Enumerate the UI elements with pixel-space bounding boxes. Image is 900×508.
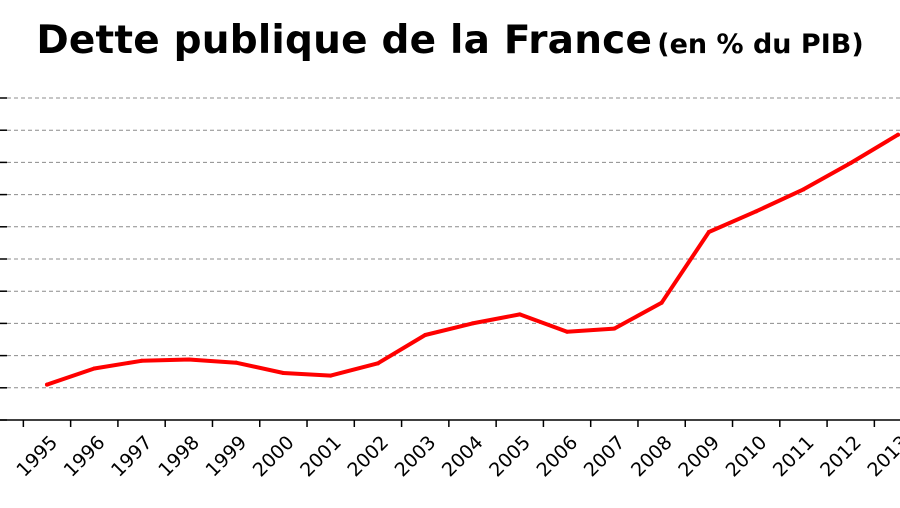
x-tick-label: 2003 [391,432,441,482]
data-point [565,329,570,334]
data-point [896,132,900,137]
data-point [470,321,475,326]
x-tick-label: 1996 [60,432,110,482]
x-tick-label: 1995 [12,432,62,482]
x-tick-label: 2009 [674,432,724,482]
x-tick-label: 2007 [580,432,630,482]
data-point [612,326,617,331]
data-point [801,187,806,192]
data-point [706,229,711,234]
x-tick-label: 1997 [107,432,157,482]
data-point [234,360,239,365]
data-point [328,373,333,378]
series-line [45,132,900,387]
x-tick-label: 2006 [532,432,582,482]
data-point [281,370,286,375]
x-tick-label: 2010 [722,432,772,482]
x-tick-label: 2001 [296,432,346,482]
x-tick-label: 2004 [438,432,488,482]
x-tick-label: 2002 [343,432,393,482]
x-tick-label: 2005 [485,432,535,482]
data-point [517,312,522,317]
data-point [754,209,759,214]
x-tick-label: 1998 [154,432,204,482]
chart-title-main: Dette publique de la France [36,18,653,63]
data-point [848,161,853,166]
data-point [186,357,191,362]
x-tick-label: 2008 [627,432,677,482]
data-point [139,358,144,363]
x-tick-label: 1999 [202,432,252,482]
chart-subtitle: (en % du PIB) [657,29,864,60]
x-tick-label: 2011 [769,432,819,482]
x-tick-label: 2000 [249,432,299,482]
series-layer [45,132,900,387]
data-point [423,332,428,337]
data-point [375,361,380,366]
x-tick-labels: 1995199619971998199920002001200220032004… [12,432,900,482]
x-tick-label: 2013 [863,432,900,482]
x-tick-label: 2012 [816,432,866,482]
axes [0,97,900,427]
data-point [45,382,49,387]
gridlines [0,97,900,389]
chart-title: Dette publique de la France (en % du PIB… [0,18,900,63]
data-point [659,300,664,305]
data-point [92,366,97,371]
